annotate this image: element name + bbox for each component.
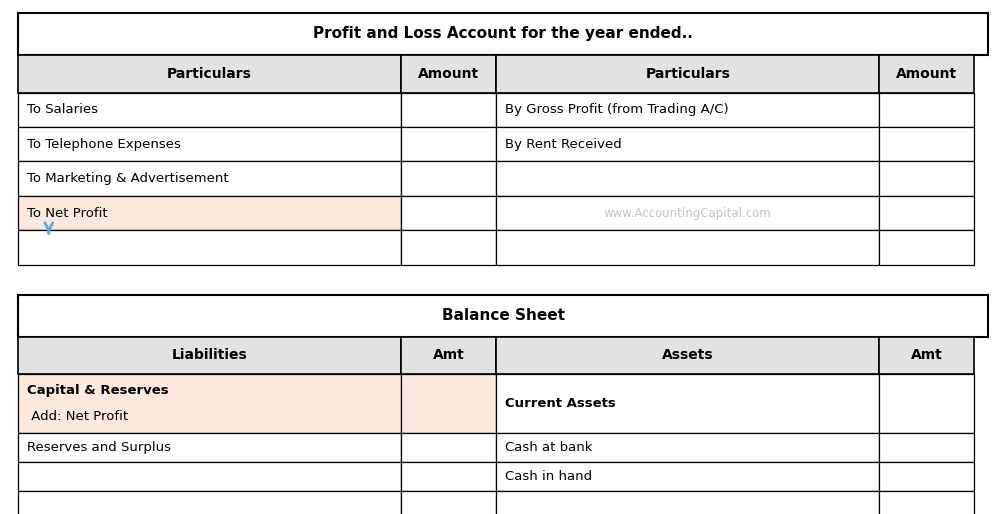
Bar (879, 196, 975, 230)
Bar (879, 374, 975, 433)
Text: Current Assets: Current Assets (505, 397, 616, 410)
Bar (496, 196, 879, 230)
Bar (401, 127, 496, 161)
Bar (496, 127, 879, 161)
Text: Amount: Amount (896, 67, 958, 81)
Text: Add: Net Profit: Add: Net Profit (27, 410, 129, 423)
Bar (496, 491, 879, 514)
Bar (401, 161, 496, 196)
Text: To Net Profit: To Net Profit (27, 207, 108, 219)
Bar (879, 491, 975, 514)
Bar (18, 230, 401, 265)
Bar (401, 55, 496, 93)
Bar (496, 230, 879, 265)
Bar (18, 337, 401, 374)
Text: By Gross Profit (from Trading A/C): By Gross Profit (from Trading A/C) (505, 103, 729, 116)
Bar (401, 374, 496, 433)
Bar (496, 374, 879, 433)
Bar (879, 337, 975, 374)
Bar (496, 462, 879, 491)
Bar (18, 374, 401, 433)
Text: Amount: Amount (418, 67, 479, 81)
Bar (879, 127, 975, 161)
Bar (18, 55, 401, 93)
Bar (496, 337, 879, 374)
Bar (496, 433, 879, 462)
Bar (496, 93, 879, 127)
Text: To Marketing & Advertisement: To Marketing & Advertisement (27, 172, 228, 185)
Text: Amt: Amt (910, 348, 943, 362)
Bar (879, 55, 975, 93)
Text: Balance Sheet: Balance Sheet (442, 308, 564, 323)
Bar (401, 196, 496, 230)
Text: Profit and Loss Account for the year ended..: Profit and Loss Account for the year end… (313, 26, 693, 42)
Text: Reserves and Surplus: Reserves and Surplus (27, 441, 171, 454)
Text: To Salaries: To Salaries (27, 103, 99, 116)
Bar (496, 161, 879, 196)
Text: Assets: Assets (662, 348, 713, 362)
Bar (879, 433, 975, 462)
Bar (401, 230, 496, 265)
Bar (401, 337, 496, 374)
Bar (879, 93, 975, 127)
Bar (879, 161, 975, 196)
Bar (401, 491, 496, 514)
Bar (496, 55, 879, 93)
Bar (18, 127, 401, 161)
Bar (401, 462, 496, 491)
Bar (879, 462, 975, 491)
Bar (401, 93, 496, 127)
Bar (18, 491, 401, 514)
Bar (18, 295, 988, 337)
Text: To Telephone Expenses: To Telephone Expenses (27, 138, 181, 151)
Text: Particulars: Particulars (645, 67, 730, 81)
Bar (18, 13, 988, 55)
Bar (18, 196, 401, 230)
Text: Cash at bank: Cash at bank (505, 441, 593, 454)
Text: Particulars: Particulars (167, 67, 253, 81)
Text: Cash in hand: Cash in hand (505, 470, 593, 483)
Bar (18, 433, 401, 462)
Text: Amt: Amt (433, 348, 465, 362)
Bar (18, 462, 401, 491)
Bar (18, 161, 401, 196)
Text: Liabilities: Liabilities (172, 348, 247, 362)
Text: Capital & Reserves: Capital & Reserves (27, 384, 169, 397)
Bar (18, 93, 401, 127)
Bar (879, 230, 975, 265)
Text: By Rent Received: By Rent Received (505, 138, 622, 151)
Text: www.AccountingCapital.com: www.AccountingCapital.com (604, 207, 772, 219)
Bar (401, 433, 496, 462)
